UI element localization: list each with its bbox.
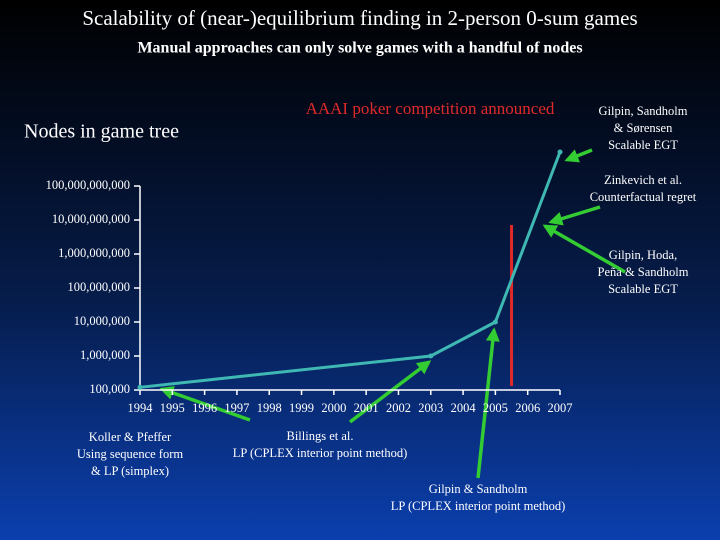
event-label: AAAI poker competition announced	[306, 99, 555, 118]
annotation-line: Using sequence form	[77, 447, 183, 461]
annotation-line: & Sørensen	[614, 121, 673, 135]
annotation-line: Scalable EGT	[608, 282, 678, 296]
arrow	[548, 205, 601, 226]
y-tick-label: 100,000	[89, 382, 130, 396]
x-tick-label: 2002	[386, 401, 411, 415]
y-tick-label: 1,000,000,000	[58, 246, 130, 260]
data-point	[492, 319, 498, 325]
x-tick-label: 2003	[418, 401, 443, 415]
x-tick-label: 2001	[354, 401, 379, 415]
x-tick-label: 1995	[160, 401, 185, 415]
arrow	[564, 148, 593, 163]
x-tick-label: 1997	[224, 401, 249, 415]
annotation-line: Koller & Pfeffer	[89, 430, 172, 444]
annotation-line: Peña & Sandholm	[598, 265, 689, 279]
x-tick-label: 1998	[257, 401, 282, 415]
annotation-line: & LP (simplex)	[91, 464, 169, 478]
annotation-line: Counterfactual regret	[590, 190, 697, 204]
annotation-line: Gilpin, Hoda,	[609, 248, 677, 262]
y-tick-label: 100,000,000	[68, 280, 131, 294]
y-tick-label: 1,000,000	[80, 348, 130, 362]
x-tick-label: 2007	[548, 401, 573, 415]
y-tick-label: 10,000,000	[74, 314, 130, 328]
subtitle: Manual approaches can only solve games w…	[137, 40, 582, 57]
annotation-line: LP (CPLEX interior point method)	[233, 446, 408, 460]
annotation-line: Scalable EGT	[608, 138, 678, 152]
arrow	[542, 224, 626, 274]
data-line	[139, 151, 562, 389]
x-tick-label: 2005	[483, 401, 508, 415]
arrow	[348, 360, 432, 424]
data-point	[557, 149, 563, 155]
title: Scalability of (near-)equilibrium findin…	[82, 6, 637, 30]
arrow	[159, 386, 251, 422]
annotation-line: Billings et al.	[286, 429, 353, 443]
arrows	[159, 148, 626, 479]
data-point	[137, 384, 143, 390]
x-tick-label: 1999	[289, 401, 314, 415]
x-tick-label: 2000	[321, 401, 346, 415]
annotation-line: Gilpin, Sandholm	[599, 104, 688, 118]
annotation-line: LP (CPLEX interior point method)	[391, 499, 566, 513]
x-tick-label: 2004	[451, 401, 477, 415]
y-tick-label: 10,000,000,000	[52, 212, 130, 226]
arrow	[476, 327, 500, 479]
x-tick-label: 2006	[515, 401, 540, 415]
data-point	[428, 353, 434, 359]
x-tick-label: 1994	[128, 401, 154, 415]
y-axis-label: Nodes in game tree	[24, 121, 179, 143]
annotation-line: Zinkevich et al.	[604, 173, 682, 187]
y-tick-label: 100,000,000,000	[46, 178, 130, 192]
annotation-line: Gilpin & Sandholm	[429, 482, 528, 496]
x-tick-label: 1996	[192, 401, 217, 415]
